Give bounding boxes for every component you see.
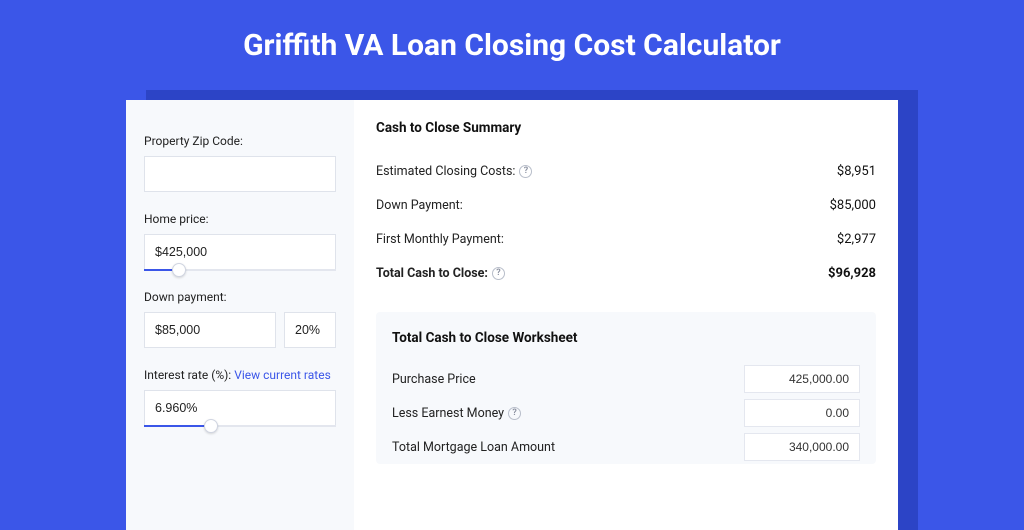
worksheet-row: Less Earnest Money? — [392, 396, 860, 430]
help-icon[interactable]: ? — [508, 407, 521, 420]
summary-column: Cash to Close Summary Estimated Closing … — [354, 100, 898, 530]
page-title: Griffith VA Loan Closing Cost Calculator — [0, 0, 1024, 63]
summary-row-label: Estimated Closing Costs:? — [376, 164, 532, 179]
summary-row-label: Down Payment: — [376, 198, 463, 213]
worksheet-row-label-text: Purchase Price — [392, 372, 476, 387]
summary-row-value: $8,951 — [837, 164, 876, 179]
summary-row-label-text: Estimated Closing Costs: — [376, 164, 515, 179]
summary-row-label-text: Down Payment: — [376, 198, 463, 213]
calculator-panel: Property Zip Code: Home price: Down paym… — [126, 100, 898, 530]
worksheet-row-input[interactable] — [744, 433, 860, 461]
zip-field: Property Zip Code: — [144, 134, 336, 192]
down-payment-pct-input[interactable] — [284, 312, 336, 348]
interest-rate-field: Interest rate (%): View current rates — [144, 368, 336, 426]
zip-input[interactable] — [144, 156, 336, 192]
inputs-column: Property Zip Code: Home price: Down paym… — [126, 100, 354, 530]
view-rates-link[interactable]: View current rates — [234, 368, 331, 382]
worksheet-row-label: Total Mortgage Loan Amount — [392, 440, 555, 455]
worksheet-row: Total Mortgage Loan Amount — [392, 430, 860, 464]
home-price-field: Home price: — [144, 212, 336, 270]
slider-thumb[interactable] — [172, 263, 186, 277]
home-price-label: Home price: — [144, 212, 336, 226]
worksheet-row: Purchase Price — [392, 362, 860, 396]
summary-row-value: $85,000 — [830, 198, 876, 213]
summary-row: First Monthly Payment: $2,977 — [376, 222, 876, 256]
summary-row-value: $2,977 — [837, 232, 876, 247]
worksheet-row-label: Less Earnest Money? — [392, 406, 521, 421]
worksheet-panel: Total Cash to Close Worksheet Purchase P… — [376, 312, 876, 464]
summary-row: Total Cash to Close:? $96,928 — [376, 256, 876, 290]
summary-row-label: Total Cash to Close:? — [376, 266, 505, 281]
worksheet-row-label-text: Total Mortgage Loan Amount — [392, 440, 555, 455]
summary-row-label: First Monthly Payment: — [376, 232, 504, 247]
summary-row: Estimated Closing Costs:? $8,951 — [376, 154, 876, 188]
summary-row: Down Payment: $85,000 — [376, 188, 876, 222]
interest-rate-label-text: Interest rate (%): — [144, 368, 231, 382]
down-payment-input[interactable] — [144, 312, 276, 348]
help-icon[interactable]: ? — [492, 267, 505, 280]
summary-rows: Estimated Closing Costs:? $8,951 Down Paym… — [376, 154, 876, 290]
worksheet-row-input[interactable] — [744, 399, 860, 427]
zip-label: Property Zip Code: — [144, 134, 336, 148]
summary-title: Cash to Close Summary — [376, 120, 876, 136]
down-payment-label: Down payment: — [144, 290, 336, 304]
help-icon[interactable]: ? — [519, 165, 532, 178]
worksheet-row-label: Purchase Price — [392, 372, 476, 387]
summary-row-value: $96,928 — [828, 266, 876, 281]
interest-rate-label: Interest rate (%): View current rates — [144, 368, 336, 382]
summary-row-label-text: Total Cash to Close: — [376, 266, 488, 281]
interest-rate-slider[interactable] — [144, 390, 336, 426]
summary-row-label-text: First Monthly Payment: — [376, 232, 504, 247]
down-payment-field: Down payment: — [144, 290, 336, 348]
slider-thumb[interactable] — [204, 419, 218, 433]
interest-rate-input[interactable] — [144, 390, 336, 426]
home-price-slider[interactable] — [144, 234, 336, 270]
worksheet-row-label-text: Less Earnest Money — [392, 406, 504, 421]
slider-fill — [144, 425, 211, 427]
worksheet-row-input[interactable] — [744, 365, 860, 393]
worksheet-title: Total Cash to Close Worksheet — [392, 330, 860, 346]
worksheet-rows: Purchase Price Less Earnest Money? Total M… — [392, 362, 860, 464]
